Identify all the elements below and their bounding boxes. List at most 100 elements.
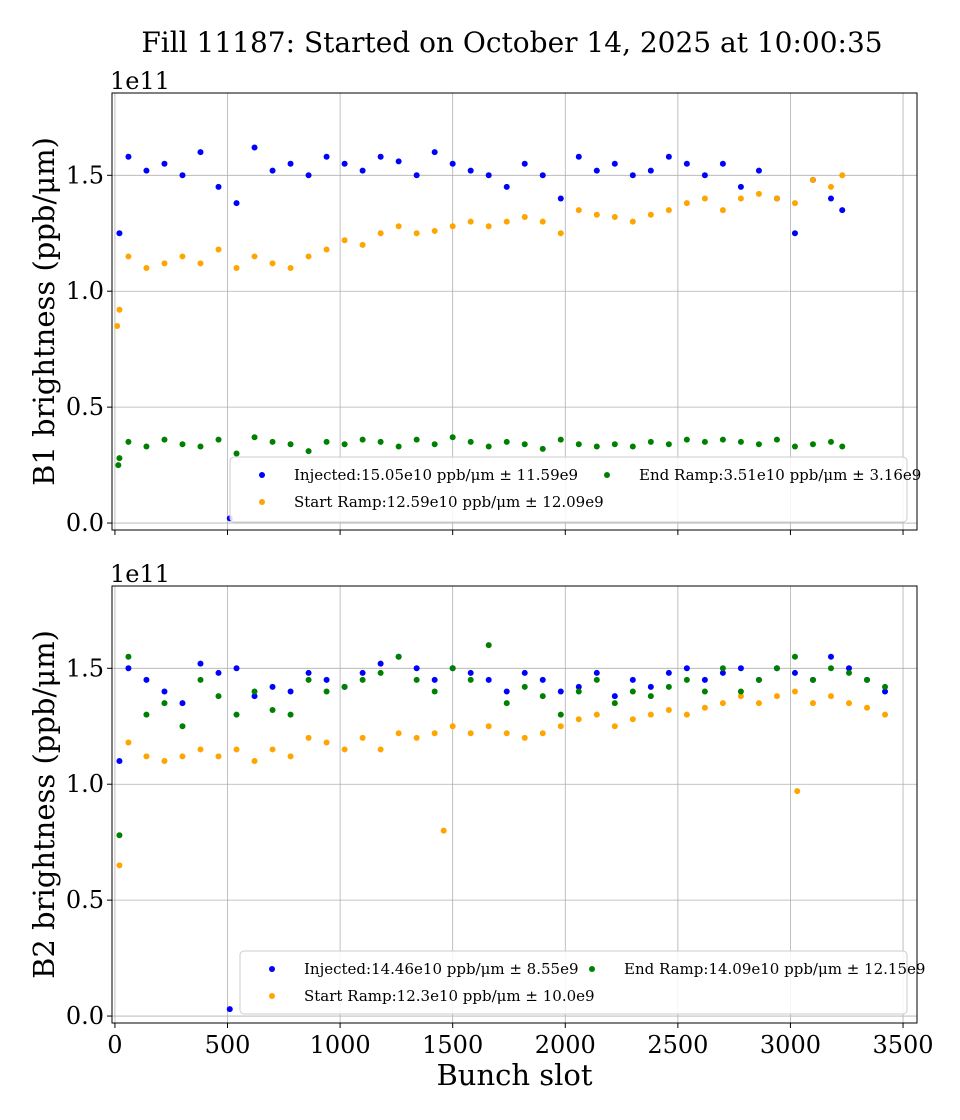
data-point-injected (125, 665, 132, 672)
data-point-end-ramp (503, 438, 510, 445)
data-point-start-ramp (269, 260, 276, 267)
data-point-start-ramp (827, 183, 834, 190)
data-point-start-ramp (647, 711, 654, 718)
data-point-start-ramp (143, 265, 150, 272)
data-point-end-ramp (755, 676, 762, 683)
data-point-injected (701, 676, 708, 683)
data-point-start-ramp (251, 253, 258, 260)
y-tick-label: 0.5 (66, 886, 104, 914)
legend-entry: Start Ramp:12.3e10 ppb/μm ± 10.0e9 (304, 987, 595, 1005)
legend: Injected:15.05e10 ppb/μm ± 11.59e9 Start … (229, 456, 921, 523)
data-point-end-ramp (161, 700, 168, 707)
data-point-end-ramp (791, 443, 798, 450)
data-point-end-ramp (683, 676, 690, 683)
chart-title: Fill 11187: Started on October 14, 2025 … (141, 26, 882, 59)
data-point-end-ramp (755, 441, 762, 448)
data-point-start-ramp (629, 716, 636, 723)
legend-box (229, 456, 908, 523)
data-point-injected (647, 167, 654, 174)
data-point-end-ramp (449, 665, 456, 672)
data-point-start-ramp (161, 260, 168, 267)
y-tick-label: 0.5 (66, 393, 104, 421)
data-point-end-ramp (557, 436, 564, 443)
y-tick-label: 1.0 (66, 770, 104, 798)
data-point-end-ramp (377, 669, 384, 676)
data-point-end-ramp (503, 700, 510, 707)
data-point-injected (251, 693, 258, 700)
data-point-start-ramp (503, 218, 510, 225)
data-point-start-ramp (413, 230, 420, 237)
data-point-start-ramp (755, 190, 762, 197)
axes-frame (111, 92, 918, 531)
x-tick-label: 2000 (535, 1031, 596, 1059)
data-point-end-ramp (539, 693, 546, 700)
legend-entry: End Ramp:3.51e10 ppb/μm ± 3.16e9 (639, 466, 921, 484)
data-point-injected (737, 665, 744, 672)
data-point-start-ramp (701, 704, 708, 711)
data-point-injected (503, 688, 510, 695)
data-point-end-ramp (116, 455, 123, 462)
data-point-start-ramp (323, 739, 330, 746)
data-point-injected (179, 172, 186, 179)
x-tick-label: 3500 (873, 1031, 934, 1059)
y-tick-label: 0.0 (66, 1002, 104, 1030)
data-point-start-ramp (809, 700, 816, 707)
data-point-start-ramp (611, 214, 618, 221)
data-point-injected (503, 183, 510, 190)
data-point-end-ramp (323, 438, 330, 445)
data-point-end-ramp (413, 676, 420, 683)
data-point-start-ramp (197, 260, 204, 267)
data-point-end-ramp (809, 676, 816, 683)
data-point-start-ramp (161, 758, 168, 765)
data-point-injected (431, 676, 438, 683)
data-point-injected (287, 160, 294, 167)
data-point-end-ramp (665, 441, 672, 448)
x-tick-label: 1000 (310, 1031, 371, 1059)
y-tick-label: 0.0 (66, 509, 104, 537)
data-point-injected (323, 153, 330, 160)
data-point-end-ramp (115, 462, 122, 469)
data-point-start-ramp (719, 207, 726, 214)
x-tick-label: 3000 (760, 1031, 821, 1059)
data-point-injected (665, 153, 672, 160)
data-point-end-ramp (882, 683, 889, 690)
panel-b1: 0.0 0.5 1.0 1.5 1e11 B1 brightness (ppb/μm) In… (27, 67, 921, 537)
data-point-start-ramp (305, 253, 312, 260)
data-point-start-ramp (125, 253, 132, 260)
data-point-injected (197, 149, 204, 156)
data-point-end-ramp (179, 723, 186, 730)
data-point-start-ramp (593, 211, 600, 218)
data-point-start-ramp (827, 693, 834, 700)
legend-marker (259, 472, 265, 478)
data-point-injected (557, 688, 564, 695)
data-point-end-ramp (179, 441, 186, 448)
data-point-end-ramp (839, 443, 846, 450)
x-tick-label: 1500 (422, 1031, 483, 1059)
data-point-injected (359, 669, 366, 676)
data-point-end-ramp (647, 438, 654, 445)
data-point-injected (647, 683, 654, 690)
data-point-start-ramp (413, 734, 420, 741)
data-point-start-ramp (431, 730, 438, 737)
data-point-start-ramp (449, 223, 456, 230)
data-point-start-ramp (647, 211, 654, 218)
legend-marker (259, 499, 265, 505)
data-point-end-ramp (809, 441, 816, 448)
data-point-end-ramp (233, 450, 240, 457)
data-point-end-ramp (557, 711, 564, 718)
data-point-start-ramp (773, 693, 780, 700)
legend: Injected:14.46e10 ppb/μm ± 8.55e9 Start R… (239, 950, 925, 1015)
data-point-injected (179, 700, 186, 707)
data-point-end-ramp (701, 688, 708, 695)
y-axis-label: B2 brightness (ppb/μm) (27, 630, 61, 979)
data-point-end-ramp (665, 683, 672, 690)
data-point-injected (305, 669, 312, 676)
data-point-start-ramp (440, 827, 447, 834)
data-point-start-ramp (377, 746, 384, 753)
data-point-injected (539, 676, 546, 683)
data-point-end-ramp (305, 676, 312, 683)
axes-frame (111, 585, 918, 1024)
data-point-end-ramp (629, 688, 636, 695)
data-point-injected (305, 172, 312, 179)
data-point-injected (161, 160, 168, 167)
